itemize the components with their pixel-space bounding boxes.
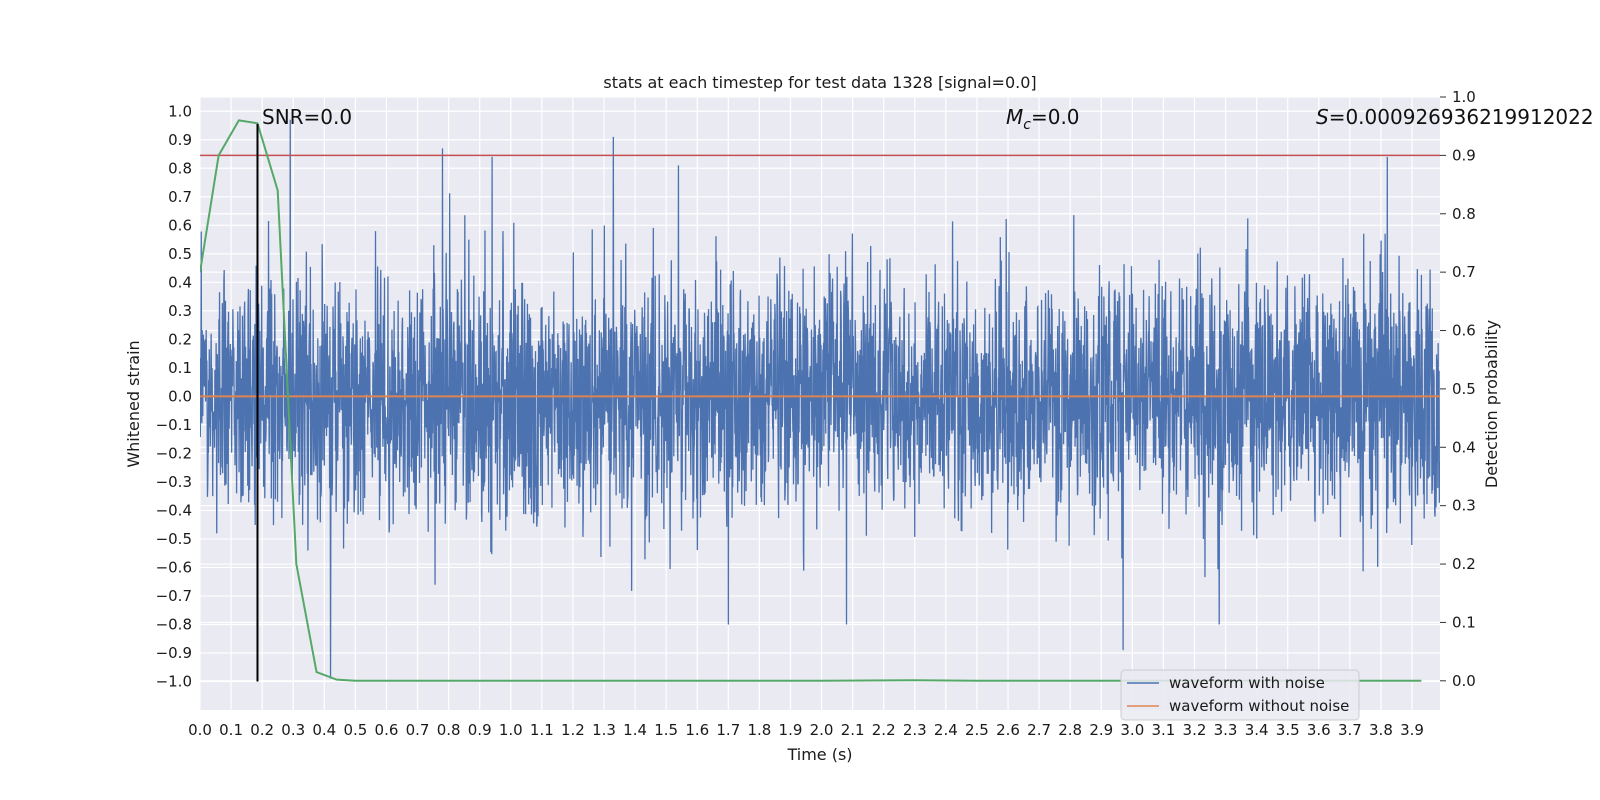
x-tick-label: 2.7 — [1027, 721, 1051, 739]
y-tick-label: −0.5 — [156, 530, 192, 548]
y2-tick-label: 0.1 — [1452, 613, 1476, 631]
y-tick-label: 0.1 — [168, 359, 192, 377]
x-tick-label: 0.8 — [437, 721, 461, 739]
x-tick-label: 1.2 — [561, 721, 585, 739]
y-tick-label: 1.0 — [168, 102, 192, 120]
y-tick-label: −0.4 — [156, 501, 192, 519]
chart-title: stats at each timestep for test data 132… — [603, 73, 1036, 92]
x-tick-label: 2.9 — [1089, 721, 1113, 739]
y2-tick-label: 0.0 — [1452, 672, 1476, 690]
x-tick-label: 2.6 — [996, 721, 1020, 739]
s-value: =0.000926936219912022 — [1329, 105, 1594, 129]
x-tick-label: 2.3 — [903, 721, 927, 739]
y-tick-label: −0.8 — [156, 615, 192, 633]
x-tick-label: 3.0 — [1120, 721, 1144, 739]
x-tick-label: 0.6 — [375, 721, 399, 739]
y2-tick-label: 0.6 — [1452, 322, 1476, 340]
y-tick-label: 0.2 — [168, 330, 192, 348]
chirp-mass-symbol: M — [1006, 105, 1023, 129]
y2-tick-label: 1.0 — [1452, 88, 1476, 106]
x-tick-label: 3.1 — [1151, 721, 1175, 739]
series-waveform-with-noise — [200, 119, 1440, 679]
x-tick-label: 0.0 — [188, 721, 212, 739]
y-tick-label: 0.9 — [168, 131, 192, 149]
y-tick-label: −0.3 — [156, 473, 192, 491]
x-tick-label: 3.6 — [1307, 721, 1331, 739]
legend-label-clean: waveform without noise — [1169, 697, 1349, 715]
y-tick-label: −0.6 — [156, 558, 192, 576]
y-axis-title: Whitened strain — [124, 340, 143, 467]
x-tick-label: 1.0 — [499, 721, 523, 739]
y-tick-label: 0.4 — [168, 273, 192, 291]
y-tick-label: 0.7 — [168, 188, 192, 206]
y-tick-label: 0.0 — [168, 387, 192, 405]
x-tick-label: 1.6 — [685, 721, 709, 739]
chirp-mass-annotation: Mc=0.0 — [1006, 105, 1080, 133]
s-symbol: S — [1316, 105, 1329, 129]
legend-box — [1120, 669, 1360, 721]
chirp-mass-subscript: c — [1023, 117, 1031, 133]
y2-tick-label: 0.3 — [1452, 497, 1476, 515]
x-tick-label: 3.3 — [1214, 721, 1238, 739]
x-tick-label: 3.8 — [1369, 721, 1393, 739]
x-tick-label: 2.1 — [841, 721, 865, 739]
y-tick-label: 0.8 — [168, 159, 192, 177]
y2-tick-label: 0.4 — [1452, 438, 1476, 456]
x-tick-label: 0.9 — [468, 721, 492, 739]
x-tick-label: 1.1 — [530, 721, 554, 739]
x-tick-label: 0.2 — [250, 721, 274, 739]
legend-label-noise: waveform with noise — [1169, 674, 1325, 692]
x-tick-label: 2.0 — [810, 721, 834, 739]
series-layer — [200, 119, 1440, 682]
x-tick-label: 1.3 — [592, 721, 616, 739]
y-tick-label: −0.1 — [156, 416, 192, 434]
s-annotation: S=0.000926936219912022 — [1316, 105, 1594, 129]
x-tick-label: 3.9 — [1400, 721, 1424, 739]
y-tick-label: 0.5 — [168, 245, 192, 263]
y-tick-label: −0.2 — [156, 444, 192, 462]
x-tick-label: 2.5 — [965, 721, 989, 739]
x-tick-label: 0.4 — [312, 721, 336, 739]
series-detection-probability — [200, 119, 1422, 682]
y2-tick-label: 0.9 — [1452, 146, 1476, 164]
x-tick-label: 1.8 — [747, 721, 771, 739]
x-tick-label: 0.1 — [219, 721, 243, 739]
y2-tick-label: 0.2 — [1452, 555, 1476, 573]
tick-layer: 0.0 0.1 0.2 0.3 0.4 0.5 0.6 0.7 0.8 0.9 1.0 1.1 1.2 1… — [156, 88, 1476, 739]
y2-tick-label: 0.5 — [1452, 380, 1476, 398]
snr-annotation: SNR=0.0 — [262, 105, 352, 129]
y-tick-label: −0.7 — [156, 587, 192, 605]
x-tick-label: 3.2 — [1183, 721, 1207, 739]
y2-tick-label: 0.7 — [1452, 263, 1476, 281]
x-tick-label: 3.5 — [1276, 721, 1300, 739]
x-tick-label: 1.7 — [716, 721, 740, 739]
y2-tick-label: 0.8 — [1452, 205, 1476, 223]
x-tick-label: 0.7 — [406, 721, 430, 739]
x-tick-label: 3.4 — [1245, 721, 1269, 739]
x-tick-label: 0.3 — [281, 721, 305, 739]
y-tick-label: −1.0 — [156, 672, 192, 690]
y-tick-label: 0.6 — [168, 216, 192, 234]
x-tick-label: 0.5 — [343, 721, 367, 739]
chirp-mass-value: =0.0 — [1031, 105, 1080, 129]
y-tick-label: 0.3 — [168, 302, 192, 320]
legend: waveform with noise waveform without noi… — [1120, 669, 1360, 721]
x-tick-label: 2.2 — [872, 721, 896, 739]
x-tick-label: 1.5 — [654, 721, 678, 739]
x-tick-label: 1.9 — [779, 721, 803, 739]
x-tick-label: 1.4 — [623, 721, 647, 739]
x-tick-label: 3.7 — [1338, 721, 1362, 739]
y2-axis-title: Detection probability — [1482, 320, 1501, 488]
x-tick-label: 2.4 — [934, 721, 958, 739]
x-axis-title: Time (s) — [786, 745, 852, 764]
x-tick-label: 2.8 — [1058, 721, 1082, 739]
y-tick-label: −0.9 — [156, 644, 192, 662]
